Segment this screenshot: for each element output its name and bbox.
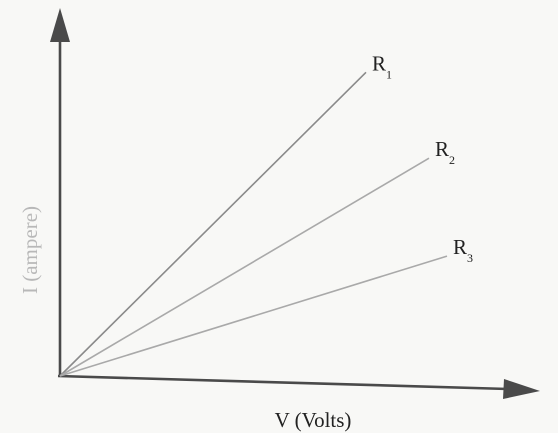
x-axis-label: V (Volts) <box>275 408 352 432</box>
series-layer: R1 R2 R3 <box>59 51 473 377</box>
y-axis-arrow <box>50 8 70 42</box>
series-label-r3: R3 <box>453 235 473 265</box>
x-axis <box>57 374 540 399</box>
series-label-r1: R1 <box>372 51 392 81</box>
y-axis-label: I (ampere) <box>18 206 42 294</box>
series-line-r3 <box>59 255 448 377</box>
series-line-r1 <box>59 71 367 377</box>
series-line-r2 <box>59 157 430 377</box>
series-label-r2: R2 <box>435 137 455 167</box>
x-axis-arrow <box>503 379 540 399</box>
y-axis <box>50 8 70 376</box>
